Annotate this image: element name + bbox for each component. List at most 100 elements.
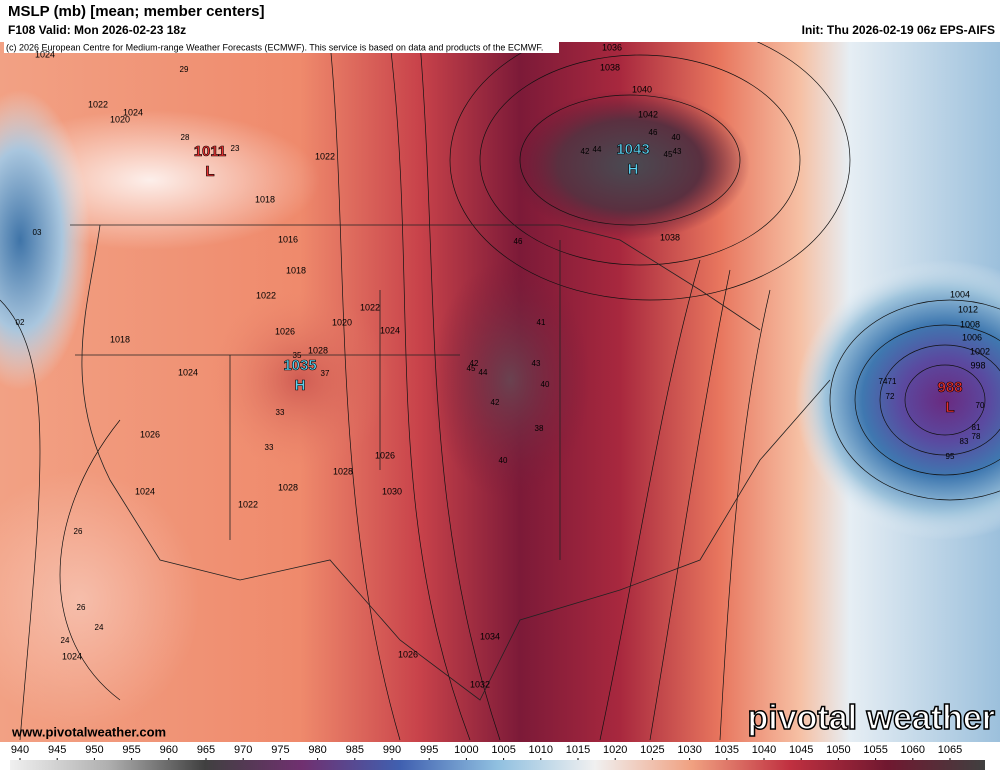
- member-label: 81: [972, 423, 981, 432]
- member-label: 46: [514, 237, 523, 246]
- member-label: 83: [960, 437, 969, 446]
- member-label: 40: [499, 456, 508, 465]
- colorbar-tick-label: 940: [11, 744, 29, 756]
- isobar-label: 1038: [600, 62, 620, 72]
- colorbar-tick-label: 1060: [901, 744, 925, 756]
- isobar-label: 1018: [110, 334, 130, 344]
- isobar-label: 1022: [360, 302, 380, 312]
- copyright: (c) 2026 European Centre for Medium-rang…: [6, 42, 543, 52]
- member-label: 71: [888, 377, 897, 386]
- member-label: 40: [541, 380, 550, 389]
- colorbar-tick-label: 955: [122, 744, 140, 756]
- isobar-label: 1018: [286, 265, 306, 275]
- isobar-label: 1026: [398, 649, 418, 659]
- copyright-box: [4, 42, 559, 53]
- member-label: 42: [581, 147, 590, 156]
- member-label: 43: [673, 147, 682, 156]
- isobar-label: 1024: [178, 367, 198, 377]
- isobar-label: 1028: [278, 482, 298, 492]
- colorbar-tick-label: 985: [346, 744, 364, 756]
- colorbar-tick-label: 1065: [938, 744, 962, 756]
- colorbar-tick-label: 1050: [826, 744, 850, 756]
- colorbar-tick-label: 1020: [603, 744, 627, 756]
- member-label: 24: [61, 636, 70, 645]
- isobar-label: 1028: [333, 466, 353, 476]
- colorbar-tick-label: 1000: [454, 744, 478, 756]
- center-value: 988: [937, 379, 962, 396]
- isobar-label: 1012: [958, 304, 978, 314]
- member-label: 26: [77, 603, 86, 612]
- member-label: 46: [649, 128, 658, 137]
- colorbar-tick-label: 1025: [640, 744, 664, 756]
- map-background: [0, 42, 1000, 742]
- member-label: 45: [467, 364, 476, 373]
- init-time: Init: Thu 2026-02-19 06z EPS-AIFS: [802, 23, 995, 37]
- member-label: 02: [16, 318, 25, 327]
- member-label: 40: [672, 133, 681, 142]
- isobar-label: 1034: [480, 631, 500, 641]
- isobar-label: 1022: [88, 99, 108, 109]
- isobar-label: 1006: [962, 332, 982, 342]
- isobar-label: 1024: [62, 651, 82, 661]
- isobar-label: 1036: [602, 42, 622, 52]
- isobar-label: 1004: [950, 289, 970, 299]
- colorbar-tick-label: 965: [197, 744, 215, 756]
- website: www.pivotalweather.com: [11, 724, 166, 739]
- colorbar-tick-label: 970: [234, 744, 252, 756]
- member-label: 29: [180, 65, 189, 74]
- member-label: 74: [879, 377, 888, 386]
- member-label: 42: [470, 359, 479, 368]
- isobar-label: 1018: [255, 194, 275, 204]
- colorbar-tick-label: 1005: [491, 744, 515, 756]
- isobar-label: 1030: [382, 486, 402, 496]
- center-letter: H: [295, 377, 306, 394]
- isobar-label: 1024: [380, 325, 400, 335]
- watermark: pivotal weather: [747, 699, 995, 737]
- isobar-label: 998: [970, 360, 985, 370]
- center-letter: L: [205, 163, 214, 180]
- center-letter: L: [945, 399, 954, 416]
- colorbar-tick-label: 975: [271, 744, 289, 756]
- center-value: 1035: [283, 357, 316, 374]
- colorbar-tick-label: 1045: [789, 744, 813, 756]
- isobar-label: 1016: [278, 234, 298, 244]
- isobar-label: 1008: [960, 319, 980, 329]
- colorbar-tick-label: 980: [308, 744, 326, 756]
- member-label: 24: [95, 623, 104, 632]
- colorbar-tick-label: 1010: [529, 744, 553, 756]
- member-label: 72: [886, 392, 895, 401]
- colorbar-tick-label: 945: [48, 744, 66, 756]
- member-label: 78: [972, 432, 981, 441]
- isobar-label: 1028: [308, 345, 328, 355]
- member-label: 28: [181, 133, 190, 142]
- isobar-label: 1026: [140, 429, 160, 439]
- isobar-label: 1022: [315, 151, 335, 161]
- isobar-label: 1024: [35, 49, 55, 59]
- colorbar-tick-label: 995: [420, 744, 438, 756]
- center-value: 1043: [616, 141, 649, 158]
- isobar-label: 1020: [110, 114, 130, 124]
- colorbar-tick-label: 960: [160, 744, 178, 756]
- colorbar-tick-label: 1030: [677, 744, 701, 756]
- colorbar-tick-label: 950: [85, 744, 103, 756]
- member-label: 03: [33, 228, 42, 237]
- colorbar-tick-label: 1015: [566, 744, 590, 756]
- title: MSLP (mb) [mean; member centers]: [8, 3, 264, 20]
- member-label: 41: [537, 318, 546, 327]
- member-label: 95: [946, 452, 955, 461]
- valid-time: F108 Valid: Mon 2026-02-23 18z: [8, 23, 186, 37]
- isobar-label: 1032: [470, 679, 490, 689]
- member-label: 42: [491, 398, 500, 407]
- colorbar: [10, 760, 985, 770]
- member-label: 33: [265, 443, 274, 452]
- isobar-label: 1026: [375, 450, 395, 460]
- isobar-label: 1024: [135, 486, 155, 496]
- member-label: 70: [976, 401, 985, 410]
- member-label: 44: [593, 145, 602, 154]
- isobar-label: 1038: [660, 232, 680, 242]
- isobar-label: 1026: [275, 326, 295, 336]
- isobar-label: 1024: [123, 107, 143, 117]
- member-label: 35: [293, 351, 302, 360]
- center-value: 1011: [194, 143, 227, 160]
